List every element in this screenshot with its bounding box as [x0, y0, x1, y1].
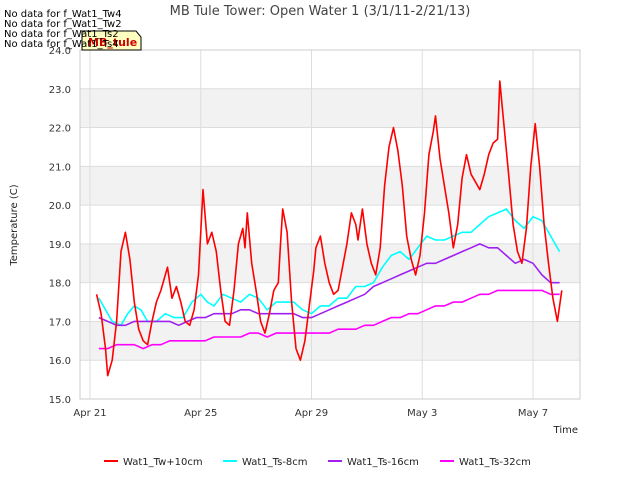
plot-frame [79, 49, 581, 400]
y-tick-label: 20.0 [49, 201, 71, 212]
no-data-message: No data for f_Wat1_Tw4 [4, 9, 122, 20]
series-line [95, 80, 563, 377]
legend-label: Wat1_Ts-8cm [242, 457, 308, 468]
series-line [98, 208, 561, 327]
legend-label: Wat1_Ts-16cm [347, 457, 419, 468]
y-tick-label: 23.0 [49, 85, 71, 96]
x-axis-ticks: Apr 21 Apr 25 Apr 29 May 3 May 7 [73, 408, 548, 419]
y-tick-label: 16.0 [49, 356, 71, 367]
no-data-message: No data for f_Wat1_Tw2 [4, 19, 122, 30]
x-tick-label: May 3 [407, 408, 437, 419]
y-tick-label: 22.0 [49, 124, 71, 135]
background-band [80, 321, 580, 361]
no-data-message: No data for f_Wat1_Ts4 [4, 39, 119, 50]
y-tick-label: 18.0 [49, 279, 71, 290]
y-tick-label: 17.0 [49, 317, 71, 328]
x-tick-label: Apr 29 [295, 408, 328, 419]
x-tick-label: May 7 [518, 408, 548, 419]
y-tick-label: 24.0 [49, 46, 71, 57]
legend: Wat1_Tw+10cm Wat1_Ts-8cm Wat1_Ts-16cm Wat1_… [104, 457, 531, 468]
series-line [98, 243, 560, 327]
chart-title: MB Tule Tower: Open Water 1 (3/1/11-2/21… [170, 4, 471, 19]
x-tick-label: Apr 21 [73, 408, 106, 419]
plot-background-bands [80, 88, 580, 361]
legend-label: Wat1_Ts-32cm [459, 457, 531, 468]
no-data-message: No data for f_Wat1_Ts2 [4, 29, 119, 40]
tooltip-label: MB_tule [88, 36, 137, 49]
y-axis-ticks: 15.0 16.0 17.0 18.0 19.0 20.0 21.0 22.0 23.0 24.0 [49, 46, 71, 406]
x-tick-label: Apr 25 [184, 408, 217, 419]
background-band [80, 243, 580, 283]
y-tick-label: 19.0 [49, 240, 71, 251]
series-line [98, 289, 560, 350]
x-axis-label: Time [553, 425, 578, 436]
background-band [80, 88, 580, 128]
tooltip-box: MB_tule [81, 30, 142, 51]
series-lines [95, 80, 563, 377]
y-tick-label: 15.0 [49, 395, 71, 406]
legend-label: Wat1_Tw+10cm [123, 457, 203, 468]
background-band [80, 166, 580, 206]
y-axis-label: Temperature (C) [9, 184, 20, 266]
y-tick-label: 21.0 [49, 162, 71, 173]
